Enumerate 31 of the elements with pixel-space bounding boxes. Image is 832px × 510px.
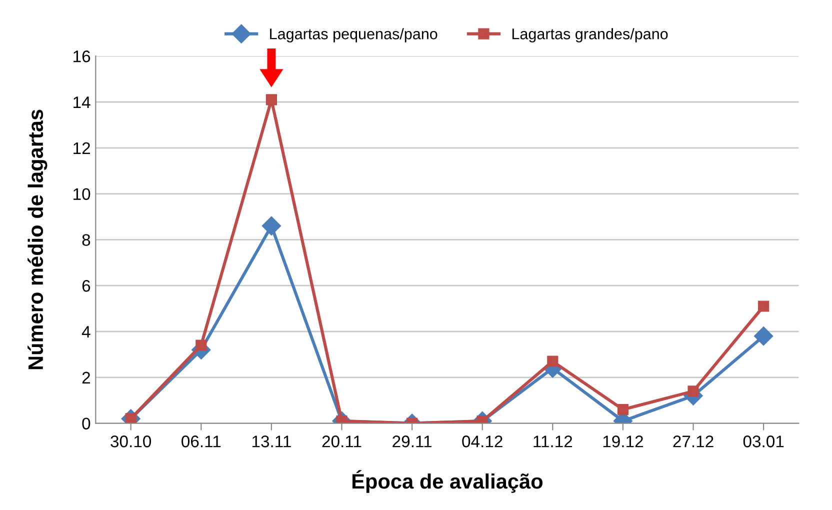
- y-tick-label: 6: [82, 280, 90, 292]
- x-tick-label: 19.12: [603, 436, 643, 448]
- legend-label: Lagartas pequenas/pano: [270, 28, 438, 42]
- y-tick-label: 10: [74, 188, 90, 200]
- x-axis-title: Época de avaliação: [352, 470, 543, 493]
- x-tick-label: 11.12: [534, 436, 572, 448]
- x-tick-label: 29.11: [392, 436, 432, 448]
- y-tick-label: 14: [74, 96, 90, 108]
- x-tick-label: 03.01: [743, 436, 784, 448]
- y-tick-label: 8: [82, 234, 90, 246]
- point: [266, 94, 277, 106]
- legend-label: Lagartas grandes/pano: [512, 28, 668, 42]
- y-tick-label: 4: [82, 326, 90, 338]
- point: [547, 356, 558, 367]
- point: [754, 326, 774, 346]
- point: [196, 340, 207, 351]
- point: [688, 386, 699, 397]
- x-tick-label: 06.11: [182, 436, 221, 448]
- point: [758, 300, 770, 312]
- x-tick-label: 27.12: [673, 436, 714, 448]
- y-tick-label: 12: [74, 142, 90, 154]
- x-tick-label: 04.12: [462, 436, 502, 448]
- point: [617, 404, 629, 416]
- y-tick-label: 0: [82, 418, 90, 430]
- point: [262, 216, 281, 236]
- x-tick-label: 13.11: [252, 436, 291, 448]
- x-tick-label: 30.10: [110, 436, 152, 448]
- y-tick-label: 2: [82, 372, 90, 384]
- y-tick-label: 16: [74, 50, 90, 62]
- x-tick-label: 20.11: [322, 436, 362, 448]
- y-axis-title: Número médio de lagartas: [28, 110, 48, 370]
